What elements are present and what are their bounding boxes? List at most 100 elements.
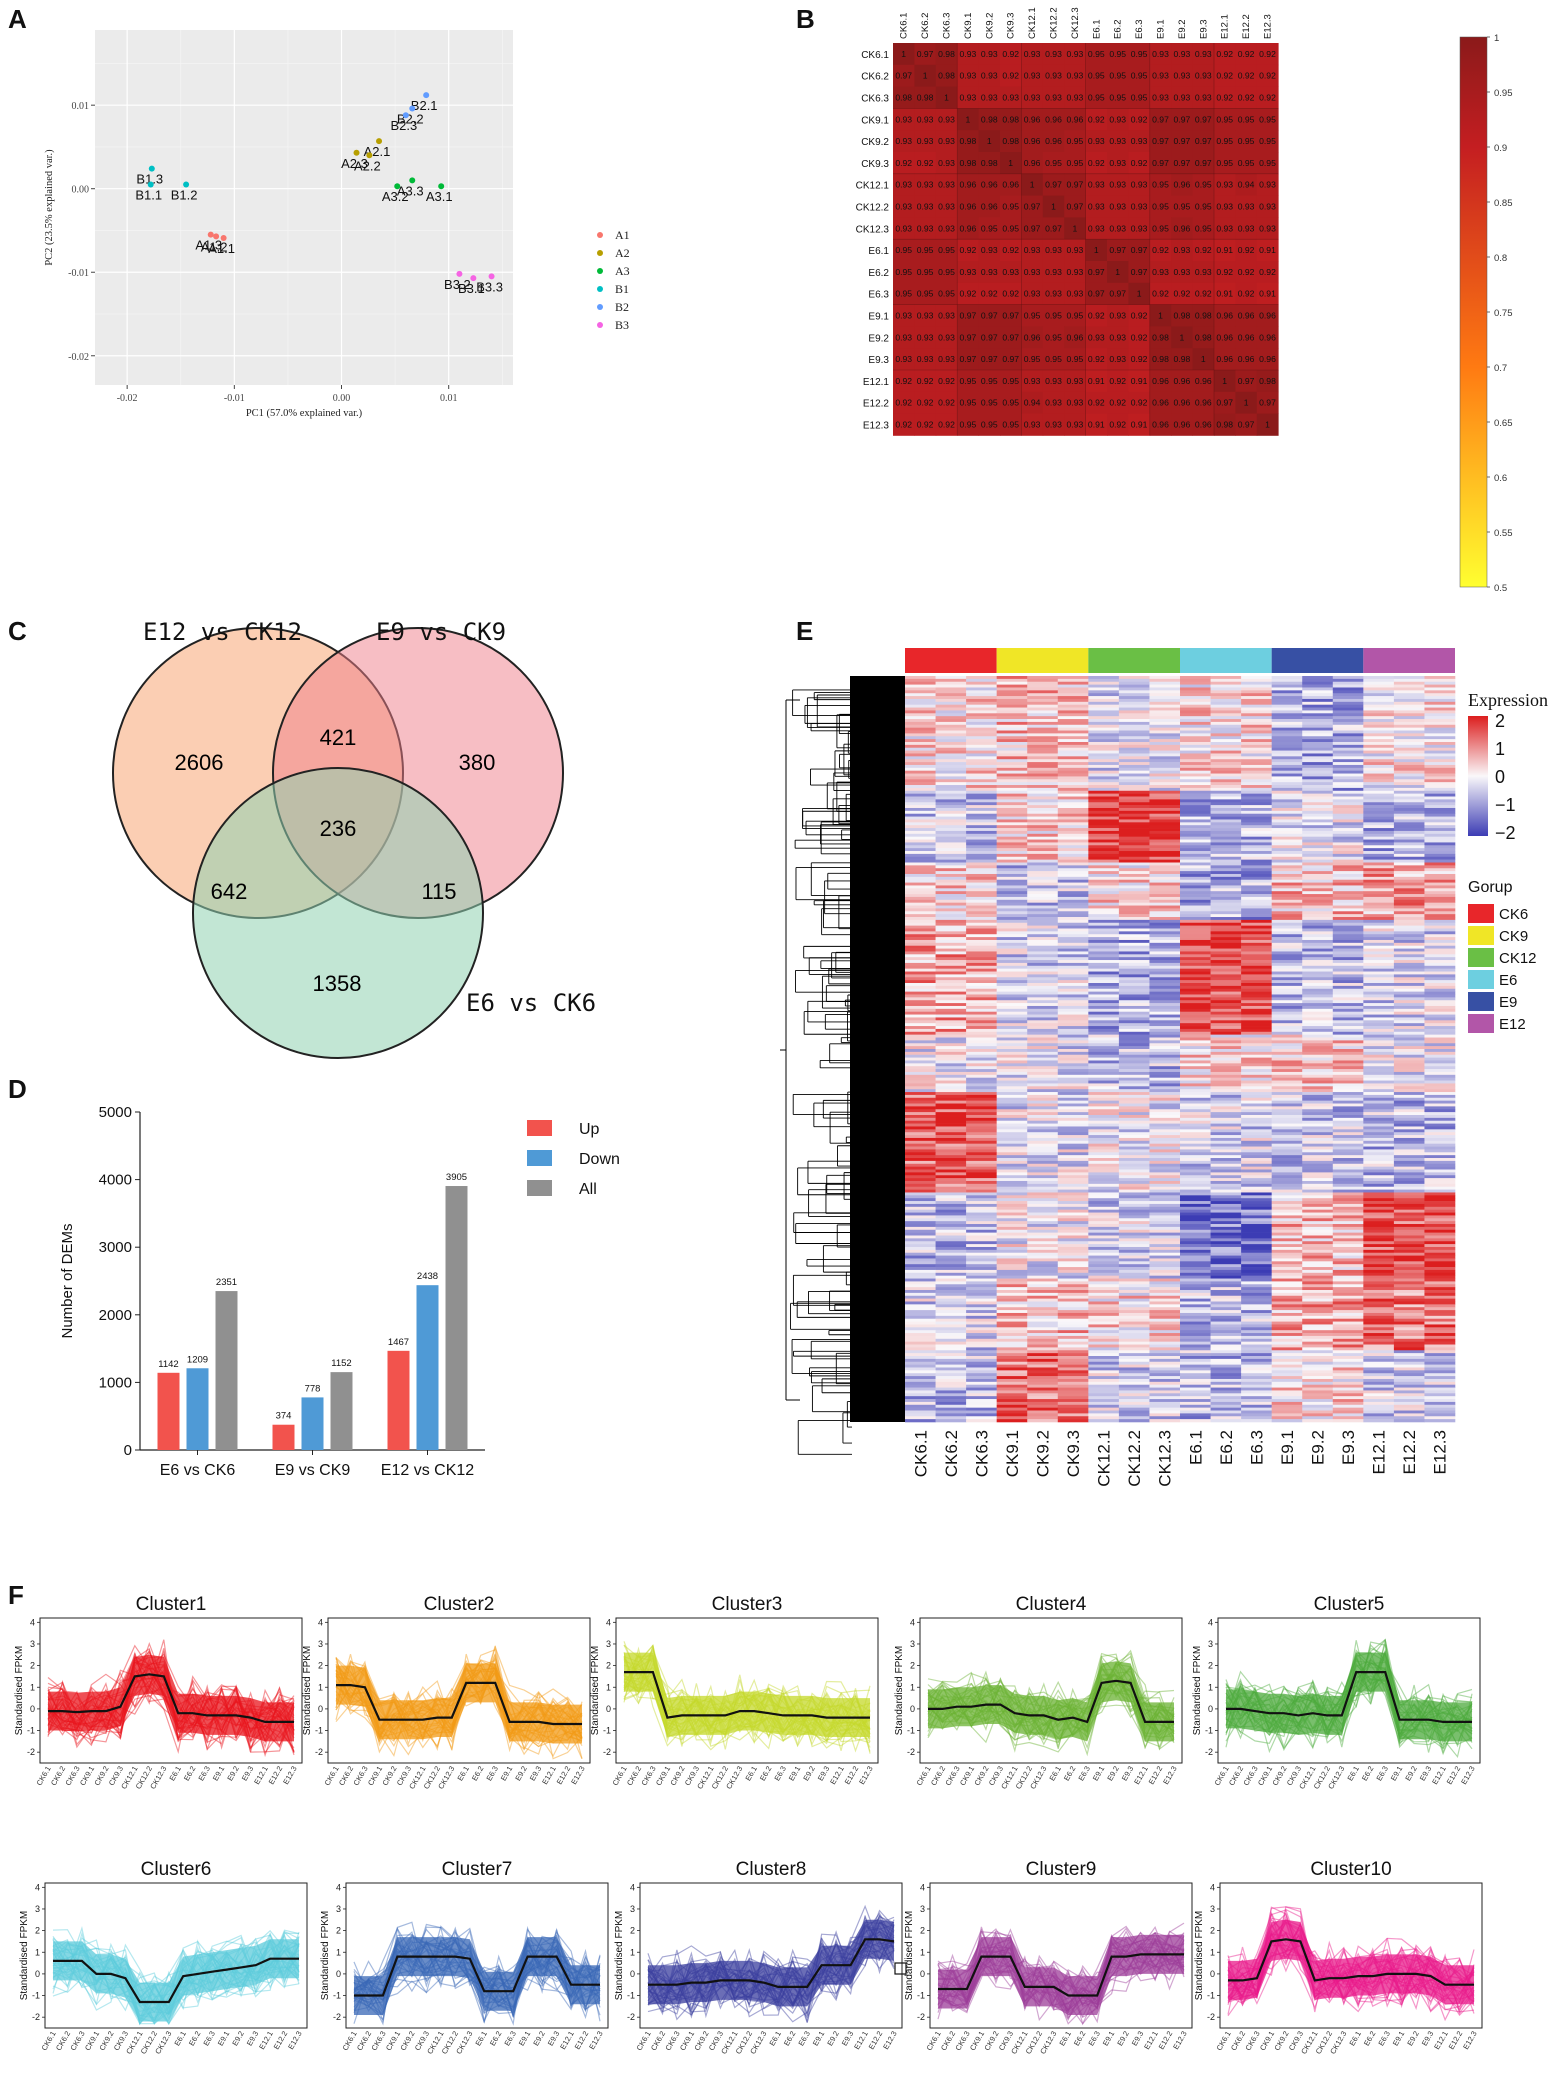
expr-cell xyxy=(1149,1014,1181,1018)
expr-cell xyxy=(1118,862,1150,866)
expr-cell xyxy=(1332,1215,1364,1219)
row-label-E9.3: E9.3 xyxy=(868,355,889,366)
expr-cell xyxy=(1424,756,1456,760)
expr-cell xyxy=(1393,962,1425,967)
expr-cell xyxy=(1363,1097,1395,1101)
corr-value: 0.92 xyxy=(917,398,934,408)
expr-cell xyxy=(1210,1160,1242,1165)
expr-cell xyxy=(1027,879,1059,883)
corr-cell xyxy=(1128,261,1151,284)
expr-cell xyxy=(1302,759,1334,763)
expr-cell xyxy=(1088,885,1120,889)
expr-cell xyxy=(1393,770,1425,774)
expr-cell xyxy=(905,1135,936,1139)
expr-cell xyxy=(1363,762,1395,766)
expr-cell xyxy=(935,1229,967,1233)
expr-cell xyxy=(1241,1020,1272,1024)
expr-cell xyxy=(1118,1186,1150,1190)
expr-cell xyxy=(1210,865,1242,869)
expr-cell xyxy=(1210,985,1242,990)
expr-cell xyxy=(935,856,967,860)
expr-cell xyxy=(1302,756,1334,760)
expr-cell xyxy=(996,1160,1028,1165)
venn-set-label-e12: E12 vs CK12 xyxy=(143,618,302,646)
expr-cell xyxy=(1271,1321,1303,1325)
corr-cell xyxy=(1214,370,1236,393)
expr-cell xyxy=(1027,733,1059,737)
expr-cell xyxy=(1393,1226,1425,1231)
corr-cell xyxy=(957,413,979,436)
expr-cell xyxy=(1332,773,1364,777)
expr-cell xyxy=(1210,813,1242,817)
expr-cell xyxy=(1057,1132,1089,1136)
expr-cell xyxy=(905,1155,936,1159)
expr-cell xyxy=(996,1028,1028,1033)
expr-cell xyxy=(996,719,1028,723)
expr-cell xyxy=(905,879,936,883)
expr-cell xyxy=(1027,856,1059,860)
expr-cell xyxy=(1241,676,1272,680)
expr-cell xyxy=(1057,1301,1089,1305)
expr-cell xyxy=(1180,1203,1211,1208)
expr-cell xyxy=(1149,1066,1181,1070)
expr-cell xyxy=(1271,1100,1303,1104)
expr-cell xyxy=(1057,899,1089,903)
expr-cell xyxy=(1302,937,1334,941)
expr-cell xyxy=(1180,773,1211,777)
expr-cell xyxy=(966,1028,997,1033)
expr-cell xyxy=(1393,1109,1425,1113)
expr-cell xyxy=(935,1295,967,1299)
expr-cell xyxy=(1210,1206,1242,1210)
expr-cell xyxy=(1210,719,1242,723)
expr-cell xyxy=(1393,917,1425,921)
expr-cell xyxy=(1302,1281,1334,1285)
expr-cell xyxy=(1088,770,1120,774)
expr-cell xyxy=(996,1060,1028,1064)
expr-cell xyxy=(1149,1180,1181,1185)
expr-cell xyxy=(966,1089,997,1093)
expr-cell xyxy=(1332,1321,1364,1325)
expr-cell xyxy=(905,965,936,969)
expr-cell xyxy=(1180,937,1211,941)
expr-cell xyxy=(935,1003,967,1007)
expr-cell xyxy=(1149,856,1181,860)
expr-cell xyxy=(1363,767,1395,771)
expr-cell xyxy=(1149,1094,1181,1099)
expr-cell xyxy=(1118,1301,1150,1305)
expr-cell xyxy=(1027,1031,1059,1035)
expr-cell xyxy=(935,1224,967,1228)
expr-cell xyxy=(1027,888,1059,892)
expr-cell xyxy=(1149,977,1181,981)
x-tick-label: -0.02 xyxy=(117,393,138,404)
corr-cell xyxy=(914,304,937,327)
group-bar-E12 xyxy=(1363,648,1455,673)
corr-value: 0.92 xyxy=(1002,49,1019,59)
expr-cell xyxy=(996,1155,1028,1159)
corr-value: 0.95 xyxy=(960,376,977,386)
expr-cell xyxy=(905,1292,936,1297)
expr-cell xyxy=(1149,1143,1181,1147)
expr-cell xyxy=(1149,707,1181,711)
corr-cell xyxy=(893,130,915,153)
expr-cell xyxy=(996,977,1028,981)
expr-cell xyxy=(1180,1183,1211,1188)
expr-cell xyxy=(1424,1249,1456,1254)
expr-cell xyxy=(1027,1049,1059,1053)
expr-cell xyxy=(1057,1246,1089,1251)
expr-cell xyxy=(1241,1060,1272,1064)
expr-cell xyxy=(1271,1183,1303,1188)
expr-cell xyxy=(1393,1031,1425,1035)
expr-cell xyxy=(1210,1126,1242,1130)
expr-cell xyxy=(1302,799,1334,803)
expr-cell xyxy=(1057,1212,1089,1216)
expr-cell xyxy=(1027,1206,1059,1210)
expr-cell xyxy=(1088,1146,1120,1150)
expr-cell xyxy=(935,1120,967,1124)
expr-cell xyxy=(1149,1267,1181,1271)
expr-cell xyxy=(966,905,997,909)
legend-label-B3: B3 xyxy=(615,318,629,332)
expr-cell xyxy=(1302,1160,1334,1165)
expr-cell xyxy=(1210,779,1242,783)
expr-cell xyxy=(1210,730,1242,734)
expr-cell xyxy=(1088,733,1120,737)
